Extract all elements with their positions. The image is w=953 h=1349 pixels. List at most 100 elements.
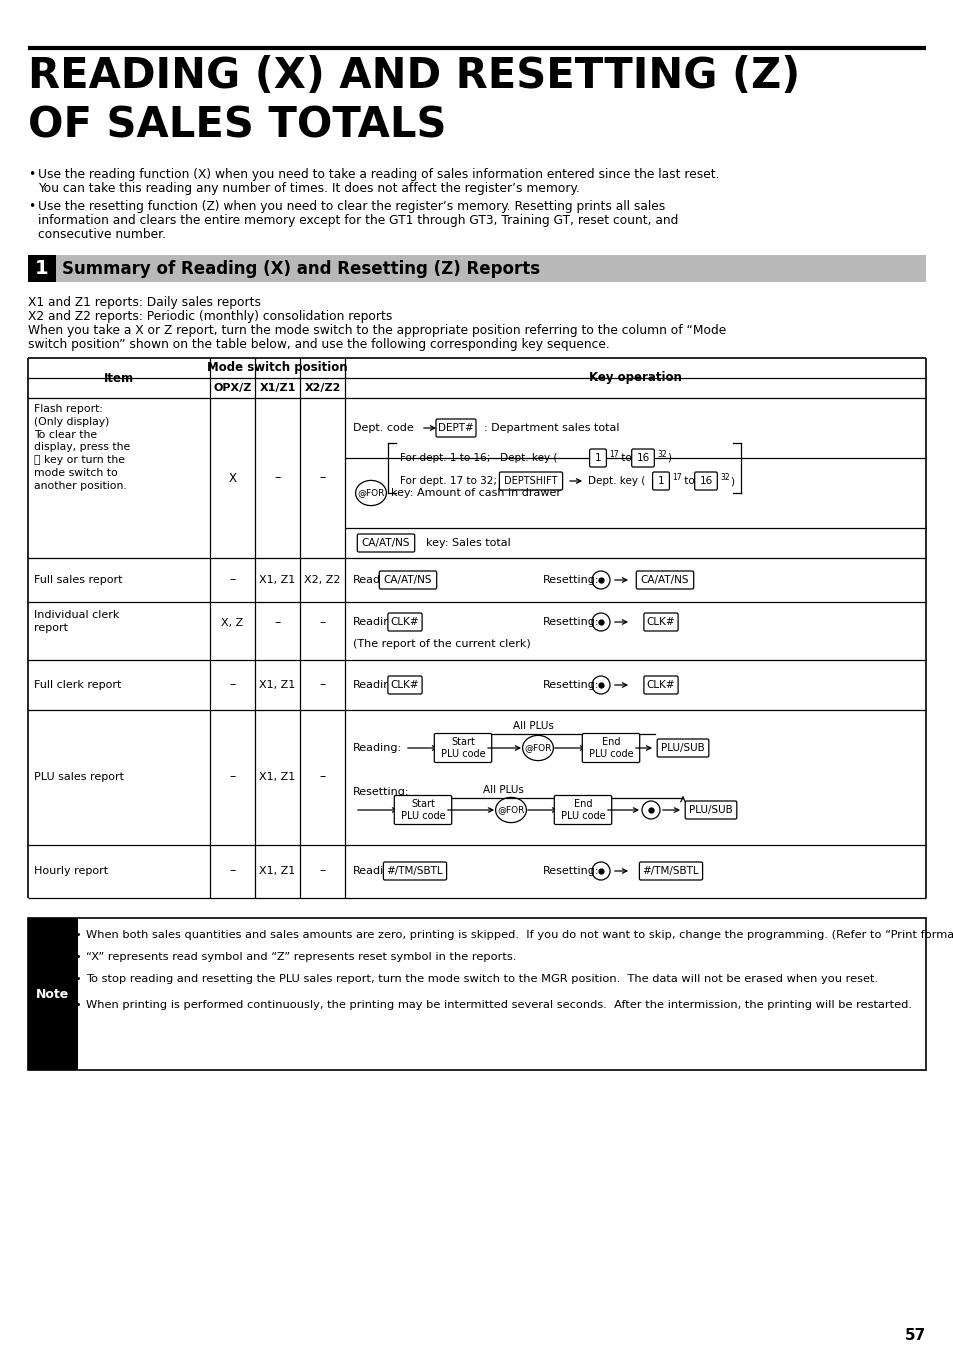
Text: X1/Z1: X1/Z1 [259,383,295,393]
Text: Summary of Reading (X) and Resetting (Z) Reports: Summary of Reading (X) and Resetting (Z)… [62,259,539,278]
Text: –: – [229,573,235,587]
Text: 32: 32 [720,473,729,482]
Text: For dept. 17 to 32;: For dept. 17 to 32; [399,476,497,486]
FancyBboxPatch shape [554,796,611,824]
FancyBboxPatch shape [498,472,562,490]
Text: X1, Z1: X1, Z1 [259,575,295,585]
FancyBboxPatch shape [379,571,436,590]
Text: Full clerk report: Full clerk report [34,680,121,689]
FancyBboxPatch shape [589,449,606,467]
FancyBboxPatch shape [581,734,639,762]
Text: 17: 17 [671,473,680,482]
Text: X1, Z1: X1, Z1 [259,866,295,876]
Text: Reading:: Reading: [353,616,402,627]
Text: 17: 17 [608,451,618,459]
Text: –: – [319,865,325,877]
FancyBboxPatch shape [639,862,701,880]
Text: Resetting:: Resetting: [542,866,598,876]
FancyBboxPatch shape [394,796,451,824]
Text: X: X [229,472,236,484]
Text: ): ) [729,476,733,486]
Text: OF SALES TOTALS: OF SALES TOTALS [28,105,446,147]
Text: –: – [229,679,235,692]
FancyBboxPatch shape [436,420,476,437]
Text: You can take this reading any number of times. It does not affect the register’s: You can take this reading any number of … [38,182,579,196]
Text: Use the resetting function (Z) when you need to clear the register’s memory. Res: Use the resetting function (Z) when you … [38,200,664,213]
Text: Reading:: Reading: [353,743,402,753]
Text: When both sales quantities and sales amounts are zero, printing is skipped.  If : When both sales quantities and sales amo… [86,929,953,940]
Text: @FOR: @FOR [524,743,551,753]
Text: Note: Note [36,987,70,1001]
Text: key: Amount of cash in drawer: key: Amount of cash in drawer [391,488,560,498]
Text: Reading:: Reading: [353,866,402,876]
FancyBboxPatch shape [643,676,678,693]
Text: CA/AT/NS: CA/AT/NS [383,575,432,585]
Text: X, Z: X, Z [221,618,243,629]
Text: All PLUs: All PLUs [512,720,553,731]
Text: For dept. 1 to 16;   Dept. key (: For dept. 1 to 16; Dept. key ( [399,453,557,463]
Text: @FOR: @FOR [497,805,524,815]
Text: OPX/Z: OPX/Z [213,383,252,393]
Text: Key operation: Key operation [588,371,681,384]
Bar [28,255,56,282]
Text: Reading:: Reading: [353,680,402,689]
Text: When printing is performed continuously, the printing may be intermitted several: When printing is performed continuously,… [86,1000,911,1010]
Text: consecutive number.: consecutive number. [38,228,166,241]
Text: CLK#: CLK# [391,616,419,627]
Text: Start
PLU code: Start PLU code [400,799,445,820]
Text: •: • [28,200,35,213]
Text: –: – [319,616,325,630]
Text: X2, Z2: X2, Z2 [304,575,340,585]
Text: –: – [319,770,325,784]
Text: “X” represents read symbol and “Z” represents reset symbol in the reports.: “X” represents read symbol and “Z” repre… [86,952,516,962]
FancyBboxPatch shape [631,449,654,467]
FancyBboxPatch shape [636,571,693,590]
FancyBboxPatch shape [357,534,415,552]
Text: (The report of the current clerk): (The report of the current clerk) [353,639,530,649]
Text: CA/AT/NS: CA/AT/NS [361,538,410,548]
Text: 1: 1 [657,476,663,486]
Text: Flash report:
(Only display)
To clear the
display, press the
Ⓒ key or turn the
m: Flash report: (Only display) To clear th… [34,403,131,491]
Text: to: to [680,476,698,486]
Text: –: – [319,472,325,484]
Text: Use the reading function (X) when you need to take a reading of sales informatio: Use the reading function (X) when you ne… [38,169,719,181]
Text: Resetting:: Resetting: [542,616,598,627]
Text: ): ) [666,453,670,463]
FancyBboxPatch shape [643,612,678,631]
Text: : Department sales total: : Department sales total [483,424,618,433]
FancyBboxPatch shape [434,734,491,762]
Text: X2/Z2: X2/Z2 [304,383,340,393]
Text: key: Sales total: key: Sales total [426,538,510,548]
Text: Dept. code: Dept. code [353,424,414,433]
Text: Dept. key (: Dept. key ( [587,476,644,486]
Text: –: – [319,679,325,692]
Text: @FOR: @FOR [357,488,384,498]
Text: #/TM/SBTL: #/TM/SBTL [642,866,699,876]
Text: X1, Z1: X1, Z1 [259,772,295,782]
Text: •: • [74,1000,81,1010]
Text: End
PLU code: End PLU code [560,799,604,820]
Text: PLU/SUB: PLU/SUB [688,805,732,815]
Text: Full sales report: Full sales report [34,575,122,585]
Text: CA/AT/NS: CA/AT/NS [640,575,688,585]
Text: 32: 32 [657,451,666,459]
Text: •: • [28,169,35,181]
Text: Hourly report: Hourly report [34,866,108,876]
Text: to: to [618,453,635,463]
FancyBboxPatch shape [657,739,708,757]
FancyBboxPatch shape [694,472,717,490]
Text: X1, Z1: X1, Z1 [259,680,295,689]
FancyBboxPatch shape [383,862,446,880]
Text: Individual clerk
report: Individual clerk report [34,610,119,633]
Bar [28,919,925,1070]
Text: Resetting:: Resetting: [542,680,598,689]
Text: –: – [229,865,235,877]
Text: X2 and Z2 reports: Periodic (monthly) consolidation reports: X2 and Z2 reports: Periodic (monthly) co… [28,310,392,322]
Text: READING (X) AND RESETTING (Z): READING (X) AND RESETTING (Z) [28,55,800,97]
Text: DEPTSHIFT: DEPTSHIFT [504,476,558,486]
Text: Reading:: Reading: [353,575,402,585]
FancyBboxPatch shape [388,676,421,693]
Text: •: • [74,929,81,940]
FancyBboxPatch shape [684,801,736,819]
Text: –: – [274,472,280,484]
